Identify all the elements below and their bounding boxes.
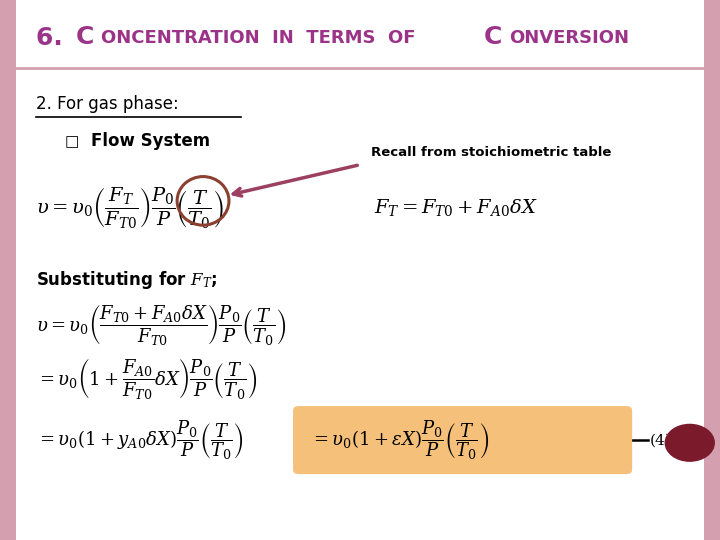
FancyBboxPatch shape (704, 0, 720, 540)
Text: $\upsilon = \upsilon_0 \left(\dfrac{F_T}{F_{T0}}\right)\dfrac{P_0}{P}\left(\dfra: $\upsilon = \upsilon_0 \left(\dfrac{F_T}… (36, 185, 224, 231)
Text: 2. For gas phase:: 2. For gas phase: (36, 94, 179, 113)
Circle shape (665, 424, 714, 461)
FancyArrowPatch shape (233, 165, 357, 196)
Text: $F_T = F_{T0} + F_{A0}\delta X$: $F_T = F_{T0} + F_{A0}\delta X$ (374, 198, 538, 218)
Text: $= \upsilon_0\left(1 + y_{A0}\delta X\right)\dfrac{P_0}{P}\left(\dfrac{T}{T_0}\r: $= \upsilon_0\left(1 + y_{A0}\delta X\ri… (36, 418, 244, 462)
FancyBboxPatch shape (0, 0, 16, 540)
FancyBboxPatch shape (293, 406, 632, 474)
Text: C: C (76, 25, 94, 49)
Text: Recall from stoichiometric table: Recall from stoichiometric table (371, 146, 611, 159)
Text: Substituting for $F_T$;: Substituting for $F_T$; (36, 269, 217, 291)
Text: $(4)$: $(4)$ (649, 431, 672, 449)
Text: $= \upsilon_0 \left(1 + \dfrac{F_{A0}}{F_{T0}}\delta X\right)\dfrac{P_0}{P}\left: $= \upsilon_0 \left(1 + \dfrac{F_{A0}}{F… (36, 355, 258, 401)
Text: □: □ (65, 134, 84, 149)
Text: $= \upsilon_0\left(1 + \varepsilon X\right)\dfrac{P_0}{P}\left(\dfrac{T}{T_0}\ri: $= \upsilon_0\left(1 + \varepsilon X\rig… (310, 418, 489, 462)
Text: ONVERSION: ONVERSION (509, 29, 629, 47)
Text: ONCENTRATION  IN  TERMS  OF: ONCENTRATION IN TERMS OF (101, 29, 428, 47)
Text: $\upsilon = \upsilon_0 \left(\dfrac{F_{T0} + F_{A0}\delta X}{F_{T0}}\right)\dfra: $\upsilon = \upsilon_0 \left(\dfrac{F_{T… (36, 301, 287, 347)
Text: 6.: 6. (36, 26, 71, 50)
Text: Flow System: Flow System (91, 132, 210, 151)
Text: C: C (484, 25, 503, 49)
